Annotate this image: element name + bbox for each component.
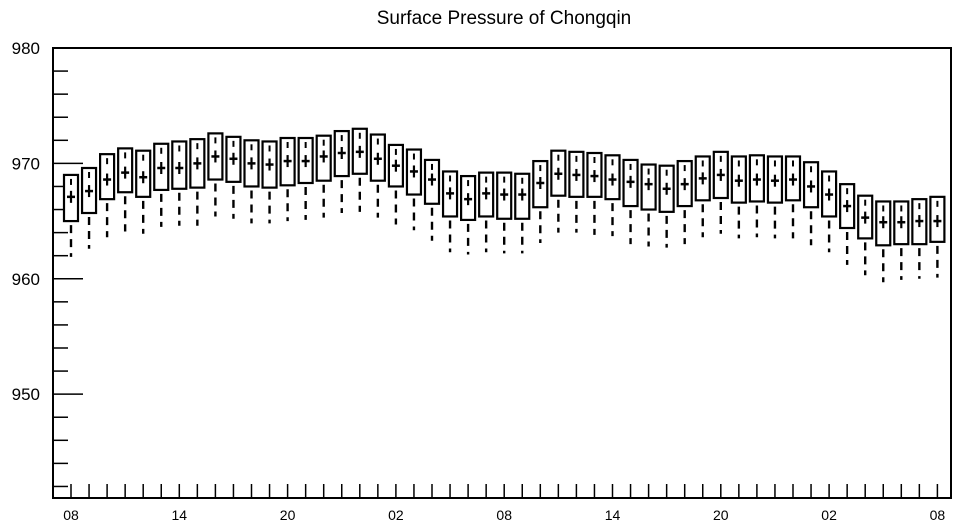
x-axis-labels: 08 14 20 02 08 14 20 02 08 [63, 507, 945, 523]
box-45 [875, 200, 892, 283]
box-46 [893, 200, 910, 280]
box-10 [243, 139, 260, 224]
box-8 [207, 132, 224, 217]
box-44 [857, 194, 874, 276]
box-3 [117, 147, 134, 232]
box-41 [802, 161, 820, 246]
box-5 [153, 142, 170, 227]
box-39 [766, 155, 784, 239]
box-14 [315, 134, 332, 218]
x-tick-label: 08 [496, 507, 512, 523]
box-17 [369, 133, 386, 218]
box-11 [261, 140, 278, 224]
box-36 [712, 150, 729, 234]
box-28 [568, 150, 585, 233]
y-minor-ticks [53, 47, 83, 488]
x-tick-label: 08 [63, 507, 79, 523]
y-tick-label: 960 [12, 270, 40, 289]
x-axis-ticks [70, 484, 939, 498]
y-axis-labels: 980 970 960 950 [12, 39, 40, 404]
box-34 [676, 159, 693, 245]
box-40 [784, 155, 802, 239]
x-tick-label: 20 [280, 507, 296, 523]
box-19 [405, 148, 423, 231]
box-38 [748, 154, 766, 238]
box-32 [640, 163, 657, 247]
box-20 [423, 158, 441, 241]
chart-title: Surface Pressure of Chongqin [377, 8, 632, 29]
box-13 [297, 136, 314, 220]
y-tick-label: 980 [12, 39, 40, 58]
box-47 [911, 198, 928, 279]
box-series [62, 127, 946, 283]
box-42 [820, 170, 838, 253]
plot-frame [52, 47, 952, 499]
box-7 [189, 138, 206, 226]
x-tick-label: 08 [930, 507, 946, 523]
box-1 [80, 166, 98, 249]
x-tick-label: 02 [388, 507, 404, 523]
x-tick-label: 02 [821, 507, 837, 523]
box-27 [550, 149, 567, 233]
box-22 [460, 174, 477, 255]
box-48 [929, 195, 946, 278]
box-21 [441, 170, 459, 253]
box-31 [622, 158, 639, 245]
box-9 [225, 135, 242, 219]
box-12 [279, 136, 296, 222]
box-35 [694, 155, 711, 238]
box-0 [62, 173, 80, 257]
box-26 [532, 159, 549, 243]
box-37 [730, 155, 747, 239]
box-16 [351, 127, 368, 212]
y-tick-label: 970 [12, 154, 40, 173]
box-33 [658, 164, 675, 248]
box-15 [333, 129, 350, 213]
box-2 [98, 153, 116, 238]
box-30 [604, 154, 621, 237]
box-24 [496, 171, 513, 254]
x-tick-label: 14 [172, 507, 188, 523]
y-tick-label: 950 [12, 385, 40, 404]
x-tick-label: 20 [713, 507, 729, 523]
box-25 [514, 172, 531, 254]
box-29 [586, 151, 603, 235]
box-43 [839, 183, 856, 265]
box-6 [171, 140, 188, 226]
x-tick-label: 14 [605, 507, 621, 523]
box-18 [387, 143, 404, 225]
box-4 [135, 149, 152, 234]
box-23 [478, 171, 495, 253]
